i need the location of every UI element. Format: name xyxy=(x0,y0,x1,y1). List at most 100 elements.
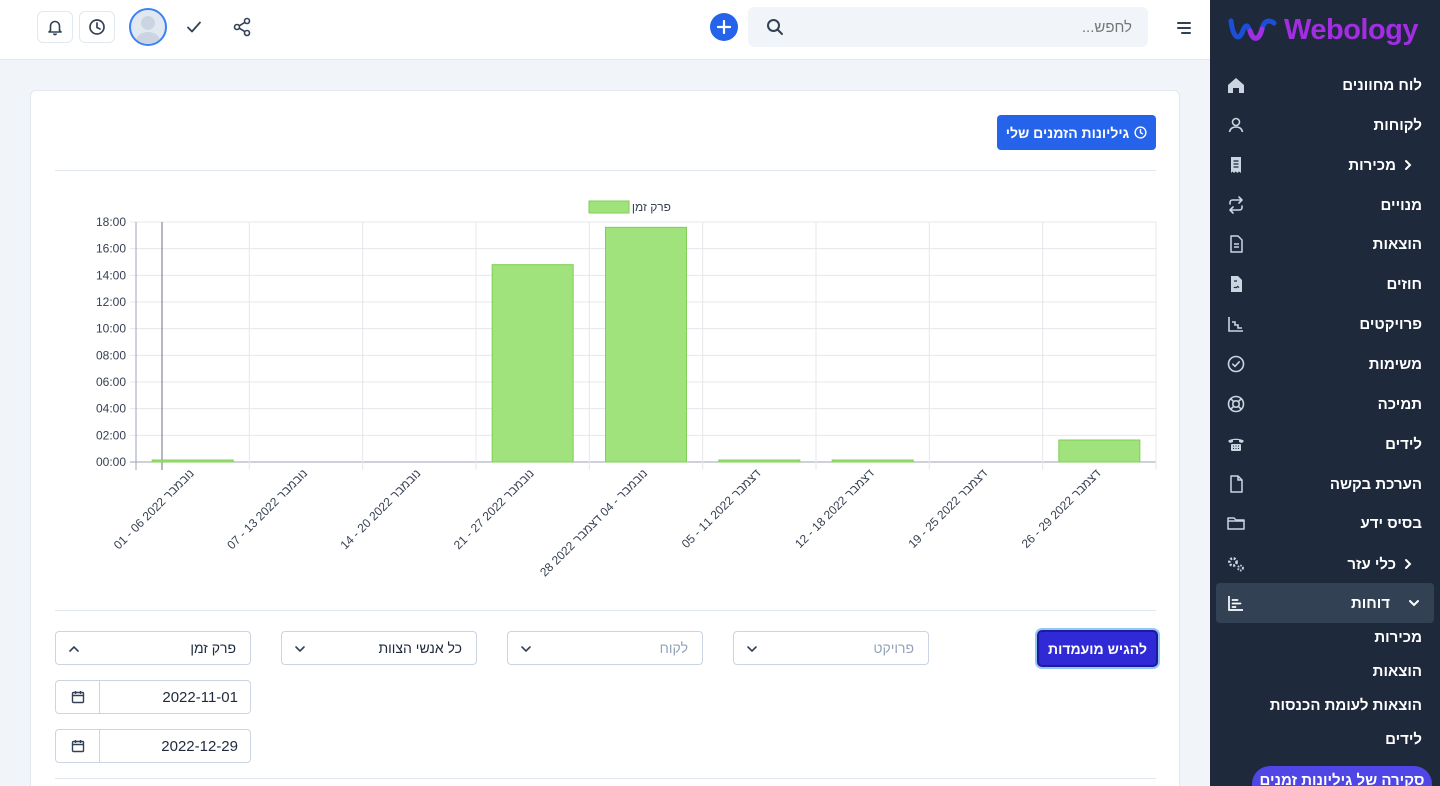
customer-select-value: לקוח xyxy=(659,640,688,656)
sidebar-subitem-4[interactable]: לידים xyxy=(1385,731,1422,748)
y-tick-label: 18:00 xyxy=(96,215,126,229)
cogs-icon xyxy=(1226,554,1246,574)
sidebar-subitem-2[interactable]: הוצאות xyxy=(1372,663,1422,680)
sidebar-item-label: מכירות xyxy=(1348,156,1396,174)
y-tick-label: 04:00 xyxy=(96,402,126,416)
chart-icon xyxy=(1226,314,1246,334)
y-tick-label: 12:00 xyxy=(96,295,126,309)
project-select[interactable]: פרויקט xyxy=(733,631,929,665)
x-tick-label: 21 - 27 נובמבר 2022 xyxy=(451,466,537,552)
chevron-down-icon xyxy=(295,646,305,653)
clock-icon xyxy=(1134,126,1147,139)
sidebar-item-9[interactable]: תמיכה xyxy=(1210,384,1440,424)
apply-filter-button[interactable]: להגיש מועמדות xyxy=(1037,630,1158,667)
logo-mark-icon xyxy=(1228,18,1277,41)
receipt-icon xyxy=(1226,155,1246,175)
y-tick-label: 08:00 xyxy=(96,348,126,362)
quick-create-button[interactable] xyxy=(710,13,738,41)
sidebar-item-6[interactable]: חוזים xyxy=(1210,264,1440,304)
sidebar-item-label: לקוחות xyxy=(1373,116,1422,134)
y-tick-label: 00:00 xyxy=(96,455,126,469)
x-tick-label: 19 - 25 דצמבר 2022 xyxy=(905,466,990,551)
sidebar-item-1[interactable]: לוח מחוונים xyxy=(1210,65,1440,105)
share-icon xyxy=(233,17,251,37)
date-to-input[interactable] xyxy=(100,730,250,762)
chart-bar xyxy=(1058,439,1141,463)
share-button[interactable] xyxy=(224,9,260,45)
file-icon xyxy=(1226,474,1246,494)
divider xyxy=(55,610,1156,611)
search-box xyxy=(748,7,1148,47)
period-select[interactable]: פרק זמן xyxy=(55,631,251,665)
menu-toggle-icon[interactable] xyxy=(1173,17,1195,39)
date-from-input[interactable] xyxy=(100,681,250,713)
check-circle-icon xyxy=(1226,354,1246,374)
y-tick-label: 06:00 xyxy=(96,375,126,389)
chart-bar xyxy=(718,459,801,463)
sidebar-item-label: בסיס ידע xyxy=(1360,514,1422,532)
chart-bar xyxy=(831,459,914,463)
search-input[interactable] xyxy=(788,7,1136,47)
x-tick-label: 12 - 18 דצמבר 2022 xyxy=(792,466,877,551)
bar-chart-icon xyxy=(1226,593,1246,613)
chart-bar xyxy=(605,226,687,463)
calendar-icon[interactable] xyxy=(56,730,100,762)
sidebar-item-2[interactable]: לקוחות xyxy=(1210,105,1440,145)
legend-swatch xyxy=(588,200,630,214)
period-select-value: פרק זמן xyxy=(190,640,236,656)
project-select-value: פרויקט xyxy=(873,640,914,656)
sidebar-item-label: פרויקטים xyxy=(1359,315,1422,333)
check-icon xyxy=(187,21,201,33)
sidebar-item-label: משימות xyxy=(1368,355,1422,373)
sidebar-item-3[interactable]: מכירות xyxy=(1210,145,1440,185)
sidebar-item-8[interactable]: משימות xyxy=(1210,344,1440,384)
y-tick-label: 16:00 xyxy=(96,242,126,256)
file-text-icon xyxy=(1226,234,1246,254)
chevron-down-icon xyxy=(747,646,757,653)
chevron-down-icon xyxy=(1406,595,1422,611)
sidebar-item-10[interactable]: לידים xyxy=(1210,424,1440,464)
user-icon xyxy=(1226,115,1246,135)
sidebar-item-11[interactable]: הערכת בקשה xyxy=(1210,464,1440,504)
sidebar-item-13[interactable]: כלי עזר xyxy=(1210,544,1440,584)
home-icon xyxy=(1226,75,1246,95)
chevron-left-icon xyxy=(1400,556,1416,572)
sidebar-subitem-1[interactable]: מכירות xyxy=(1374,629,1422,646)
sidebar-item-4[interactable]: מנויים xyxy=(1210,185,1440,225)
sidebar-item-7[interactable]: פרויקטים xyxy=(1210,304,1440,344)
sidebar-item-label: חוזים xyxy=(1386,275,1422,293)
divider xyxy=(55,170,1156,171)
chevron-down-icon xyxy=(521,646,531,653)
divider xyxy=(55,778,1156,779)
x-tick-label: 01 - 06 נובמבר 2022 xyxy=(111,466,197,552)
chart-bar xyxy=(151,459,234,463)
notifications-button[interactable] xyxy=(37,11,73,43)
todo-button[interactable] xyxy=(176,9,212,45)
sidebar-subitem-timesheets-overview[interactable]: סקירה של גיליונות זמנים xyxy=(1252,766,1432,786)
sidebar-item-label: לידים xyxy=(1385,435,1422,453)
sidebar-item-5[interactable]: הוצאות xyxy=(1210,224,1440,264)
chart-bar xyxy=(491,264,574,463)
date-to-field xyxy=(55,729,251,763)
search-icon[interactable] xyxy=(766,18,784,36)
folder-icon xyxy=(1226,513,1246,533)
sidebar: Webology לוח מחוונים לקוחות מכירות מנויים הו… xyxy=(1210,0,1440,786)
timer-button[interactable] xyxy=(79,11,115,43)
top-bar xyxy=(0,0,1210,60)
avatar[interactable] xyxy=(129,8,167,46)
brand-logo[interactable]: Webology xyxy=(1210,0,1440,60)
sidebar-item-label: הוצאות xyxy=(1372,235,1422,253)
x-tick-label: 28 נובמבר - 04 דצמבר 2022 xyxy=(537,466,650,579)
sidebar-item-12[interactable]: בסיס ידע xyxy=(1210,503,1440,543)
my-timesheets-button[interactable]: גיליונות הזמנים שלי xyxy=(997,115,1156,150)
x-tick-label: 26 - 29 דצמבר 2022 xyxy=(1019,466,1104,551)
staff-select[interactable]: כל אנשי הצוות xyxy=(281,631,477,665)
chevron-up-icon xyxy=(69,645,79,652)
customer-select[interactable]: לקוח xyxy=(507,631,703,665)
sidebar-item-14[interactable]: דוחות xyxy=(1216,583,1434,623)
staff-select-value: כל אנשי הצוות xyxy=(378,640,462,656)
lifebuoy-icon xyxy=(1226,394,1246,414)
sidebar-subitem-3[interactable]: הוצאות לעומת הכנסות xyxy=(1269,697,1422,714)
calendar-icon[interactable] xyxy=(56,681,100,713)
legend-label: פרק זמן xyxy=(632,200,671,214)
